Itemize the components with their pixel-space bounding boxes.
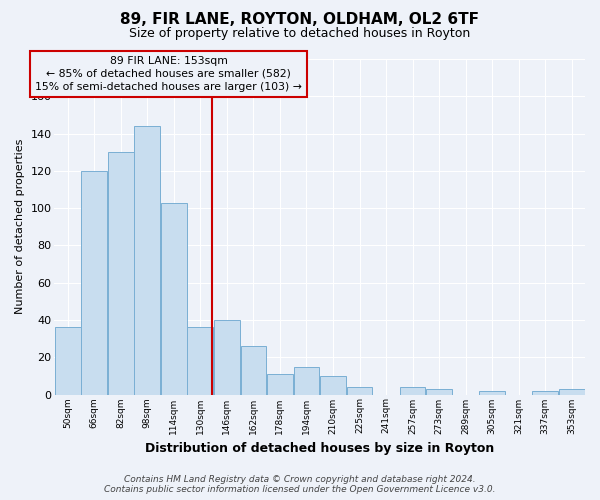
Bar <box>320 376 346 394</box>
Bar <box>161 202 187 394</box>
Bar <box>134 126 160 394</box>
Bar <box>241 346 266 395</box>
Bar <box>293 366 319 394</box>
X-axis label: Distribution of detached houses by size in Royton: Distribution of detached houses by size … <box>145 442 494 455</box>
Bar <box>400 387 425 394</box>
Text: Size of property relative to detached houses in Royton: Size of property relative to detached ho… <box>130 28 470 40</box>
Bar <box>214 320 240 394</box>
Bar <box>267 374 293 394</box>
Text: 89 FIR LANE: 153sqm
← 85% of detached houses are smaller (582)
15% of semi-detac: 89 FIR LANE: 153sqm ← 85% of detached ho… <box>35 56 302 92</box>
Bar <box>108 152 134 394</box>
Bar <box>532 391 558 394</box>
Bar <box>479 391 505 394</box>
Bar <box>55 328 80 394</box>
Text: Contains HM Land Registry data © Crown copyright and database right 2024.
Contai: Contains HM Land Registry data © Crown c… <box>104 474 496 494</box>
Text: 89, FIR LANE, ROYTON, OLDHAM, OL2 6TF: 89, FIR LANE, ROYTON, OLDHAM, OL2 6TF <box>121 12 479 28</box>
Bar <box>82 171 107 394</box>
Y-axis label: Number of detached properties: Number of detached properties <box>15 139 25 314</box>
Bar <box>426 389 452 394</box>
Bar <box>347 387 373 394</box>
Bar <box>187 328 213 394</box>
Bar <box>559 389 584 394</box>
